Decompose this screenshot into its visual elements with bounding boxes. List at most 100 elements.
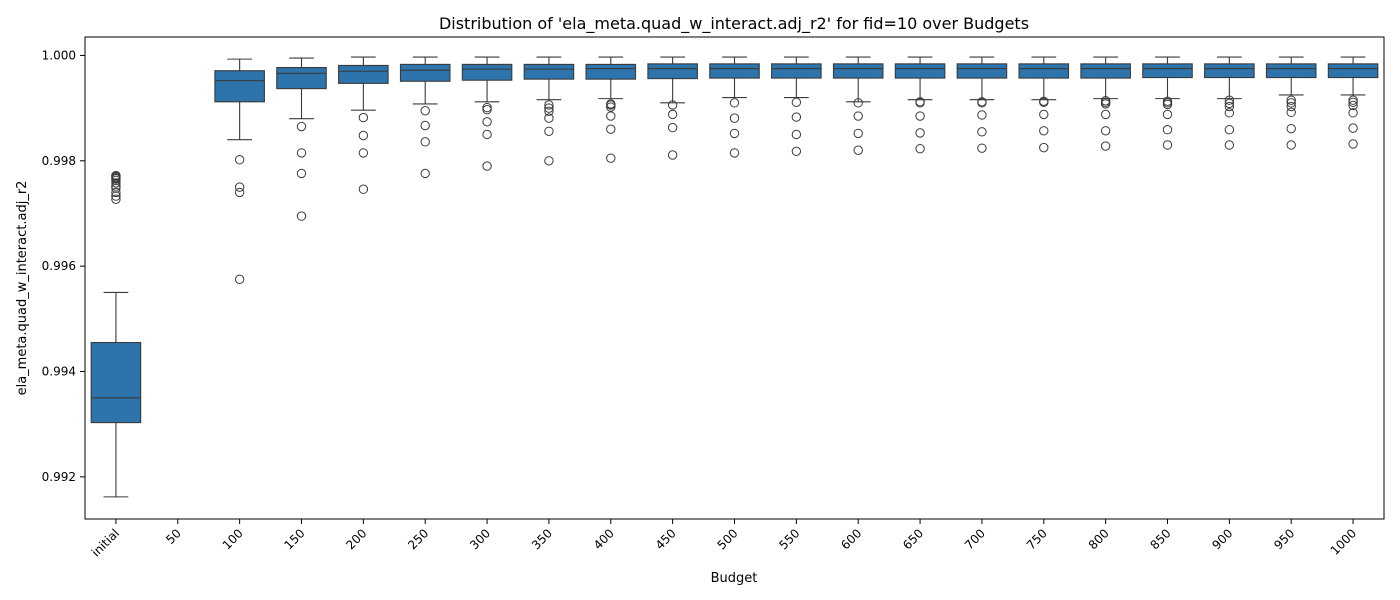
outlier-point xyxy=(606,153,616,163)
outlier-point xyxy=(296,168,307,179)
box-iqr xyxy=(523,63,575,80)
y-tick-label: 0.994 xyxy=(42,365,76,379)
y-tick-label: 0.992 xyxy=(42,470,76,484)
x-tick-label: 400 xyxy=(591,526,617,552)
outlier-point xyxy=(482,129,492,140)
box-iqr xyxy=(894,63,946,79)
x-tick-label: 350 xyxy=(529,526,555,552)
outlier-point xyxy=(729,113,740,123)
outlier-point xyxy=(234,187,245,198)
y-tick-label: 1.000 xyxy=(42,48,76,62)
outlier-point xyxy=(482,161,492,171)
outlier-point xyxy=(111,194,121,204)
box-iqr xyxy=(1080,63,1131,79)
box-iqr xyxy=(461,63,513,81)
outlier-point xyxy=(1162,125,1173,135)
outlier-point xyxy=(296,148,307,158)
outlier-point xyxy=(544,100,554,110)
outlier-point xyxy=(234,274,245,285)
x-tick-label: 1000 xyxy=(1328,526,1359,557)
outlier-point xyxy=(1224,140,1235,150)
outlier-point xyxy=(1286,101,1296,112)
outlier-point xyxy=(420,106,430,116)
outlier-point xyxy=(1286,107,1296,118)
outlier-point xyxy=(606,124,616,134)
outlier-point xyxy=(977,98,987,108)
x-tick-label: 50 xyxy=(163,526,184,547)
outlier-point xyxy=(791,112,802,122)
outlier-point xyxy=(420,168,430,179)
y-tick-label: 0.998 xyxy=(42,154,76,168)
outlier-point xyxy=(1039,142,1049,153)
box-iqr xyxy=(585,63,637,80)
outlier-point xyxy=(1286,98,1296,108)
box-iqr xyxy=(399,63,451,82)
box-iqr xyxy=(90,341,142,424)
outlier-point xyxy=(234,155,245,165)
outlier-point xyxy=(977,143,987,153)
outlier-point xyxy=(1100,141,1111,151)
outlier-point xyxy=(420,120,430,131)
outlier-point xyxy=(1224,101,1235,112)
box-iqr xyxy=(1327,63,1379,79)
outlier-point xyxy=(1348,97,1358,108)
box-iqr xyxy=(1265,63,1317,79)
y-tick-label: 0.996 xyxy=(42,259,76,273)
outlier-point xyxy=(1100,99,1111,109)
outlier-point xyxy=(1224,98,1235,109)
outlier-point xyxy=(1348,108,1358,118)
x-tick-label: 500 xyxy=(715,526,741,552)
outlier-point xyxy=(853,98,863,108)
x-tick-label: 550 xyxy=(776,526,802,552)
outlier-point xyxy=(667,100,678,110)
outlier-point xyxy=(358,184,369,194)
x-axis-label: Budget xyxy=(711,571,758,586)
outlier-point xyxy=(111,187,121,198)
outlier-point xyxy=(296,121,307,132)
outlier-point xyxy=(606,111,616,121)
outlier-point xyxy=(1348,123,1358,133)
outlier-point xyxy=(358,148,369,158)
outlier-point xyxy=(791,146,802,157)
outlier-point xyxy=(1286,95,1296,105)
box-iqr xyxy=(338,64,389,84)
y-axis-label: ela_meta.quad_w_interact.adj_r2 xyxy=(15,181,30,396)
outlier-point xyxy=(1286,123,1296,134)
outlier-point xyxy=(667,150,678,160)
outlier-point xyxy=(1162,140,1173,150)
x-tick-label: 450 xyxy=(653,526,679,552)
outlier-point xyxy=(667,122,678,133)
x-tick-label: 600 xyxy=(838,526,864,552)
x-tick-label: 950 xyxy=(1271,526,1297,552)
outlier-point xyxy=(729,148,740,158)
box-iqr xyxy=(214,70,265,103)
outlier-point xyxy=(111,178,121,188)
outlier-point xyxy=(544,103,554,113)
outlier-point xyxy=(1224,95,1235,105)
outlier-point xyxy=(482,104,492,115)
outlier-point xyxy=(482,102,492,113)
outlier-point xyxy=(791,129,802,140)
box-iqr xyxy=(647,63,698,80)
outlier-point xyxy=(1162,99,1173,110)
x-tick-label: 700 xyxy=(962,526,988,552)
outlier-point xyxy=(977,110,987,120)
x-tick-label: 900 xyxy=(1209,526,1235,552)
outlier-point xyxy=(853,128,863,139)
x-tick-label: 250 xyxy=(405,526,431,552)
outlier-point xyxy=(1100,109,1111,120)
outlier-point xyxy=(420,137,430,147)
outlier-point xyxy=(977,127,987,137)
outlier-point xyxy=(606,102,616,112)
outlier-point xyxy=(544,156,554,166)
outlier-point xyxy=(853,111,863,121)
outlier-point xyxy=(791,97,802,108)
x-tick-label: initial xyxy=(89,526,122,559)
x-tick-label: 300 xyxy=(467,526,493,552)
outlier-point xyxy=(234,182,245,192)
box-iqr xyxy=(956,63,1008,79)
outlier-point xyxy=(1039,126,1049,136)
outlier-point xyxy=(358,112,369,123)
x-tick-label: 200 xyxy=(343,526,369,552)
